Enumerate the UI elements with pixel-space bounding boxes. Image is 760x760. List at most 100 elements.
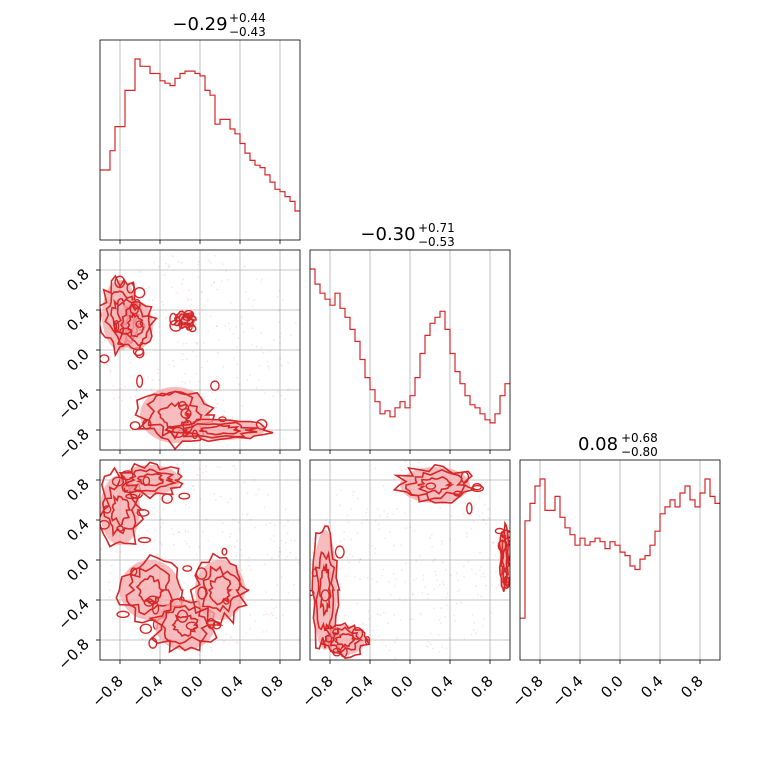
pair-2-0-point bbox=[100, 564, 102, 567]
pair-1-0-contour-island bbox=[191, 429, 198, 440]
pair-2-1-contour-island bbox=[497, 539, 508, 552]
pair-1-0-point bbox=[168, 263, 171, 266]
pair-2-0-point bbox=[152, 512, 155, 515]
ytick-label-row1: −0.4 bbox=[54, 385, 92, 423]
pair-1-0-point bbox=[194, 341, 196, 344]
pair-1-0-point bbox=[214, 398, 217, 401]
pair-2-0-point bbox=[281, 614, 284, 617]
pair-1-0-point bbox=[194, 312, 196, 315]
pair-1-0-point bbox=[117, 396, 120, 399]
pair-2-1-point bbox=[346, 514, 349, 517]
pair-2-1-point bbox=[410, 632, 413, 635]
pair-1-0-contour-island bbox=[129, 421, 141, 431]
title-0-sup: +0.44 bbox=[229, 11, 266, 25]
pair-1-0-point bbox=[129, 361, 132, 364]
pair-1-0-point bbox=[106, 364, 108, 366]
pair-2-0-point bbox=[290, 539, 293, 542]
pair-2-1-point bbox=[359, 578, 361, 581]
pair-1-0-point bbox=[227, 322, 230, 325]
pair-2-0-point bbox=[205, 465, 208, 468]
title-2-sup: +0.68 bbox=[621, 431, 658, 445]
pair-2-1-point bbox=[430, 533, 433, 536]
pair-2-1-point bbox=[432, 647, 434, 650]
pair-2-0-point bbox=[182, 588, 185, 591]
pair-1-0-point bbox=[287, 362, 289, 364]
pair-2-1-point bbox=[410, 499, 413, 502]
pair-2-0-point bbox=[249, 627, 252, 630]
pair-1-0-point bbox=[198, 312, 201, 315]
pair-2-0-point bbox=[214, 499, 217, 501]
pair-2-0-point bbox=[201, 471, 204, 474]
pair-2-1-point bbox=[440, 645, 443, 648]
pair-2-1-point bbox=[419, 612, 422, 615]
pair-1-0-point bbox=[188, 380, 191, 383]
pair-2-1-point bbox=[422, 574, 425, 577]
pair-2-0-point bbox=[280, 539, 283, 542]
pair-2-1-point bbox=[465, 532, 468, 535]
pair-2-0-point bbox=[229, 544, 231, 547]
pair-1-0-point bbox=[197, 380, 200, 383]
xtick-label-col0: 0.0 bbox=[177, 672, 207, 702]
pair-2-1-point bbox=[378, 514, 381, 517]
pair-2-1-point bbox=[352, 490, 355, 493]
pair-1-0-point bbox=[171, 255, 174, 258]
ytick-label-row1: 0.4 bbox=[63, 305, 93, 335]
pair-2-1-point bbox=[395, 578, 398, 581]
pair-2-1-contour-island bbox=[334, 545, 345, 559]
pair-2-0-point bbox=[183, 581, 185, 584]
pair-2-1-point bbox=[413, 529, 416, 532]
pair-2-0-point bbox=[189, 657, 192, 660]
pair-1-0-point bbox=[182, 342, 185, 345]
pair-2-0-point bbox=[176, 463, 179, 466]
pair-1-0-point bbox=[220, 280, 223, 283]
pair-1-0-point bbox=[165, 262, 167, 265]
pair-2-1-point bbox=[310, 563, 313, 565]
pair-1-0-point bbox=[206, 360, 209, 363]
pair-2-0-point bbox=[223, 640, 225, 642]
pair-1-0-point bbox=[203, 396, 206, 399]
pair-2-0-contour bbox=[125, 468, 178, 493]
pair-1-0-point bbox=[284, 398, 286, 400]
pair-2-0-point bbox=[293, 583, 296, 586]
pair-1-0-point bbox=[203, 304, 206, 307]
pair-2-0-contour-island bbox=[223, 597, 230, 605]
pair-2-0-point bbox=[293, 539, 296, 542]
pair-2-1-point bbox=[478, 495, 481, 498]
pair-2-0-contour bbox=[189, 552, 250, 627]
pair-2-0-point bbox=[278, 550, 281, 553]
pair-2-1-point bbox=[449, 574, 452, 577]
pair-2-1-point bbox=[442, 583, 445, 586]
pair-1-0-point bbox=[266, 365, 269, 368]
pair-1-0-point bbox=[232, 333, 235, 336]
pair-1-0-point bbox=[245, 291, 247, 294]
pair-2-0-contour-island bbox=[212, 621, 222, 630]
pair-1-0-point bbox=[279, 332, 282, 335]
pair-2-1-point bbox=[365, 511, 368, 514]
pair-2-1-contour-island bbox=[505, 556, 510, 565]
pair-2-1-point bbox=[348, 561, 351, 564]
pair-2-0-point bbox=[192, 571, 195, 574]
pair-2-1-point bbox=[437, 634, 440, 637]
pair-2-1-point bbox=[400, 568, 403, 571]
pair-2-0-point bbox=[237, 521, 240, 524]
pair-2-1-point bbox=[427, 597, 430, 600]
pair-2-0-point bbox=[265, 591, 268, 594]
pair-2-0-point bbox=[173, 509, 176, 512]
pair-2-1-point bbox=[445, 596, 448, 599]
pair-2-0-point bbox=[228, 535, 231, 538]
xtick-label-col2: −0.4 bbox=[548, 672, 586, 710]
pair-2-0-point bbox=[185, 542, 188, 545]
title-param-1: −0.30 bbox=[360, 224, 415, 245]
pair-2-0-point bbox=[216, 552, 219, 555]
pair-2-1-point bbox=[483, 575, 486, 578]
pair-1-0-contour-island bbox=[188, 325, 197, 333]
pair-2-1-point bbox=[376, 613, 379, 616]
pair-2-1-point bbox=[473, 622, 476, 624]
pair-1-0-point bbox=[103, 339, 106, 342]
pair-2-1-point bbox=[377, 635, 380, 638]
pair-1-0-point bbox=[222, 399, 225, 402]
pair-1-0-point bbox=[109, 371, 112, 373]
pair-1-0-point bbox=[279, 363, 282, 366]
pair-2-0-contour bbox=[136, 473, 164, 487]
pair-2-1-point bbox=[429, 632, 432, 635]
